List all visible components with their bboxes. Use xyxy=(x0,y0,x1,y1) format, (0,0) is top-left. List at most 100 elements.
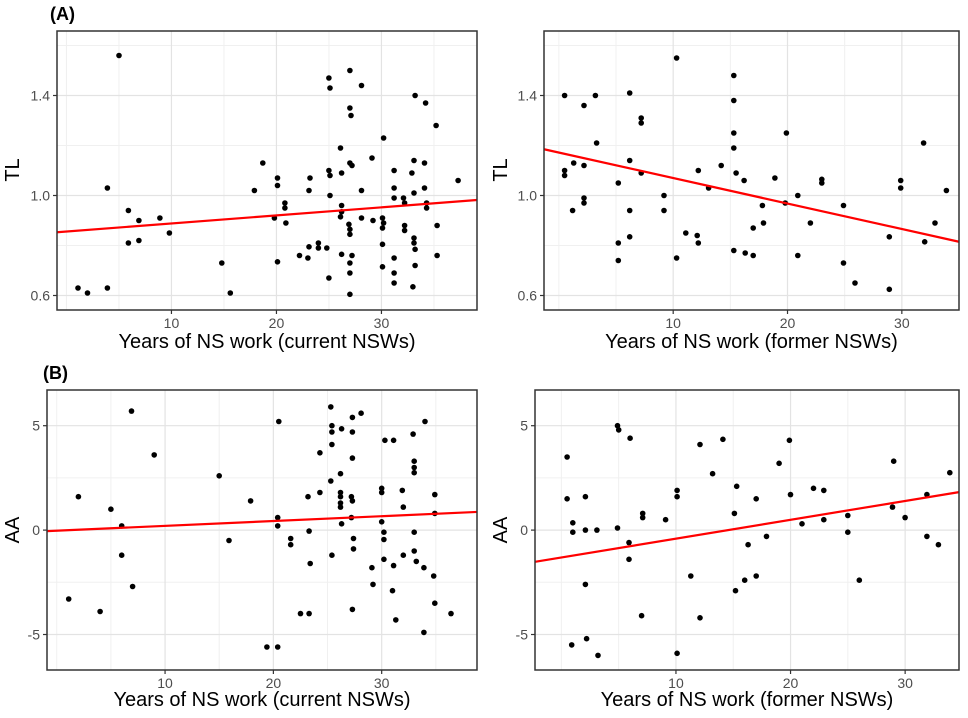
data-point xyxy=(795,192,801,199)
data-point xyxy=(433,122,439,129)
data-point xyxy=(776,460,782,467)
data-point xyxy=(347,226,353,233)
data-point xyxy=(326,167,332,174)
data-point xyxy=(399,487,406,494)
y-tick-label: -5 xyxy=(516,627,529,643)
data-point xyxy=(763,533,770,540)
data-point xyxy=(329,552,335,558)
y-axis-title-tl-current: TL xyxy=(2,158,24,182)
data-point xyxy=(582,493,589,500)
y-tick-label: -5 xyxy=(28,627,41,643)
data-point xyxy=(697,615,703,621)
data-point xyxy=(391,280,397,286)
data-point xyxy=(216,473,222,479)
data-point xyxy=(400,504,407,510)
data-point xyxy=(282,200,288,206)
data-point xyxy=(337,214,344,220)
data-point xyxy=(581,195,587,201)
y-axis-title-aa-current: AA xyxy=(2,516,24,544)
data-point xyxy=(564,496,570,502)
data-point xyxy=(282,205,288,211)
data-point xyxy=(358,215,365,221)
data-point xyxy=(819,180,825,186)
regression-line xyxy=(46,510,478,533)
data-point xyxy=(432,491,438,498)
data-point xyxy=(890,458,897,464)
data-point xyxy=(379,215,386,221)
data-point xyxy=(327,192,333,199)
y-tick-label: 1.4 xyxy=(518,88,538,104)
data-point xyxy=(569,207,576,214)
data-point xyxy=(381,536,387,543)
data-point xyxy=(638,120,644,126)
chart-tl-current: 10 20 30 0.6 1.0 1.4 xyxy=(31,30,478,331)
data-point xyxy=(379,225,386,231)
data-point xyxy=(411,190,417,196)
x-tick-label: 20 xyxy=(266,675,282,691)
data-point xyxy=(338,426,345,432)
data-point xyxy=(570,160,577,166)
plot-panel xyxy=(57,31,477,310)
data-point xyxy=(760,220,767,226)
data-point xyxy=(448,610,454,617)
data-point xyxy=(581,102,587,109)
regression-line xyxy=(56,198,478,234)
data-point xyxy=(581,200,587,206)
data-point xyxy=(795,252,801,259)
data-point xyxy=(807,220,814,226)
y-tick-label: 1.4 xyxy=(31,88,51,104)
data-point xyxy=(745,541,751,548)
x-tick-label: 30 xyxy=(374,675,390,691)
data-point xyxy=(378,485,385,492)
data-point xyxy=(393,617,399,623)
data-point xyxy=(411,464,418,471)
data-point xyxy=(125,240,132,246)
data-point xyxy=(845,512,851,519)
data-point xyxy=(932,220,938,226)
data-point xyxy=(349,252,355,259)
data-point xyxy=(924,533,930,540)
data-point xyxy=(695,240,702,246)
data-point xyxy=(411,157,417,164)
data-point xyxy=(434,252,440,259)
x-tick-label: 10 xyxy=(157,675,173,691)
data-point xyxy=(615,257,622,264)
y-axis-title-tl-former: TL xyxy=(490,158,512,182)
data-point xyxy=(561,167,568,174)
data-point xyxy=(626,157,633,164)
data-point xyxy=(369,564,375,571)
data-point xyxy=(338,202,345,209)
data-point xyxy=(750,252,756,259)
data-point xyxy=(379,241,386,248)
data-point xyxy=(347,270,353,276)
data-point xyxy=(821,487,827,494)
data-point xyxy=(379,264,386,270)
data-point xyxy=(337,145,344,151)
data-point xyxy=(104,185,111,191)
data-point xyxy=(391,185,397,191)
data-point xyxy=(307,175,313,181)
data-point xyxy=(391,270,397,276)
data-point xyxy=(772,175,778,181)
data-point xyxy=(583,635,590,642)
data-point xyxy=(136,237,142,244)
data-point xyxy=(593,140,600,146)
data-point xyxy=(799,521,805,527)
y-tick-label: 0.6 xyxy=(518,288,538,304)
data-point xyxy=(661,192,667,199)
data-point xyxy=(327,85,333,91)
data-point xyxy=(592,92,599,99)
data-point xyxy=(326,75,332,81)
data-point xyxy=(382,437,388,444)
x-tick-label: 30 xyxy=(374,315,390,331)
data-point xyxy=(750,225,756,231)
data-point xyxy=(390,437,397,444)
data-point xyxy=(582,581,589,588)
data-point xyxy=(358,410,364,416)
data-point xyxy=(661,207,667,214)
data-point xyxy=(369,155,375,161)
data-point xyxy=(889,504,896,510)
data-point xyxy=(347,291,353,298)
data-point xyxy=(638,612,645,619)
x-axis-title-aa-current: Years of NS work (current NSWs) xyxy=(113,689,411,711)
